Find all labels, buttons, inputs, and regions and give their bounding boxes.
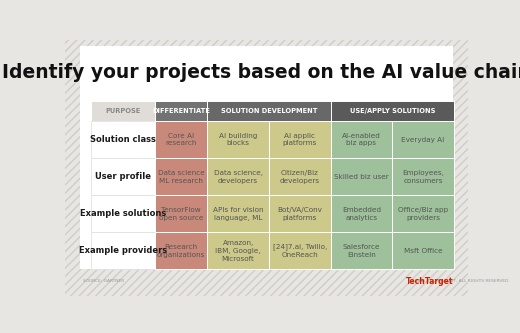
Text: Salesforce
Einstein: Salesforce Einstein: [343, 244, 380, 258]
Text: APIs for vision
language, ML: APIs for vision language, ML: [213, 207, 263, 221]
Text: Example providers: Example providers: [79, 246, 167, 255]
Text: AI building
blocks: AI building blocks: [219, 133, 257, 147]
Text: Example solutions: Example solutions: [80, 209, 166, 218]
Bar: [91, 121, 154, 158]
Text: Employees,
consumers: Employees, consumers: [402, 170, 444, 183]
Text: AI applic
platforms: AI applic platforms: [282, 133, 317, 147]
Text: AI-enabled
biz apps: AI-enabled biz apps: [342, 133, 381, 147]
Bar: [207, 232, 269, 269]
Bar: [91, 158, 154, 195]
Text: PURPOSE: PURPOSE: [106, 108, 140, 114]
Bar: [91, 195, 154, 232]
Text: TechTarget: TechTarget: [406, 277, 453, 286]
Text: Citizen/Biz
developers: Citizen/Biz developers: [280, 170, 320, 183]
Text: Identify your projects based on the AI value chain: Identify your projects based on the AI v…: [2, 63, 520, 82]
Text: DIFFERENTIATE: DIFFERENTIATE: [152, 108, 210, 114]
Text: Msft Office: Msft Office: [404, 248, 443, 254]
Bar: [331, 121, 392, 158]
Text: Data science
ML research: Data science ML research: [158, 170, 204, 183]
Text: Amazon,
IBM, Google,
Microsoft: Amazon, IBM, Google, Microsoft: [215, 240, 261, 262]
Bar: [154, 158, 207, 195]
Bar: [207, 121, 269, 158]
Text: USE/APPLY SOLUTIONS: USE/APPLY SOLUTIONS: [349, 108, 435, 114]
Text: Solution class: Solution class: [90, 135, 156, 144]
Bar: [331, 195, 392, 232]
Text: Bot/VA/Conv
platforms: Bot/VA/Conv platforms: [277, 207, 322, 221]
Text: LEGAL TECHTARGET, ALL RIGHTS RESERVED.: LEGAL TECHTARGET, ALL RIGHTS RESERVED.: [412, 279, 509, 283]
Bar: [154, 102, 207, 121]
Text: Embedded
analytics: Embedded analytics: [342, 207, 381, 221]
Bar: [91, 232, 154, 269]
Text: Everyday AI: Everyday AI: [401, 137, 445, 143]
Bar: [269, 121, 331, 158]
Bar: [80, 46, 453, 269]
Bar: [91, 102, 154, 121]
Text: User profile: User profile: [95, 172, 151, 181]
Text: SOLUTION DEVELOPMENT: SOLUTION DEVELOPMENT: [220, 108, 317, 114]
Text: TensorFlow
open source: TensorFlow open source: [159, 207, 203, 221]
Bar: [331, 158, 392, 195]
Bar: [269, 158, 331, 195]
Bar: [331, 232, 392, 269]
Bar: [207, 102, 331, 121]
Text: Skilled biz user: Skilled biz user: [334, 174, 389, 180]
Bar: [154, 121, 207, 158]
Text: Office/Biz app
providers: Office/Biz app providers: [398, 207, 448, 221]
Bar: [331, 102, 454, 121]
Bar: [392, 121, 454, 158]
Text: Research
organizations: Research organizations: [157, 244, 205, 258]
Text: SOURCE: GARTNER: SOURCE: GARTNER: [83, 279, 124, 283]
Text: Data science,
developers: Data science, developers: [214, 170, 263, 183]
Bar: [392, 195, 454, 232]
Bar: [207, 195, 269, 232]
Bar: [392, 232, 454, 269]
Bar: [392, 158, 454, 195]
Bar: [154, 232, 207, 269]
Bar: [207, 158, 269, 195]
Text: [24]7.ai, Twilio,
OneReach: [24]7.ai, Twilio, OneReach: [272, 244, 327, 258]
Bar: [269, 232, 331, 269]
Text: Core AI
research: Core AI research: [165, 133, 197, 147]
Bar: [154, 195, 207, 232]
Bar: [269, 195, 331, 232]
